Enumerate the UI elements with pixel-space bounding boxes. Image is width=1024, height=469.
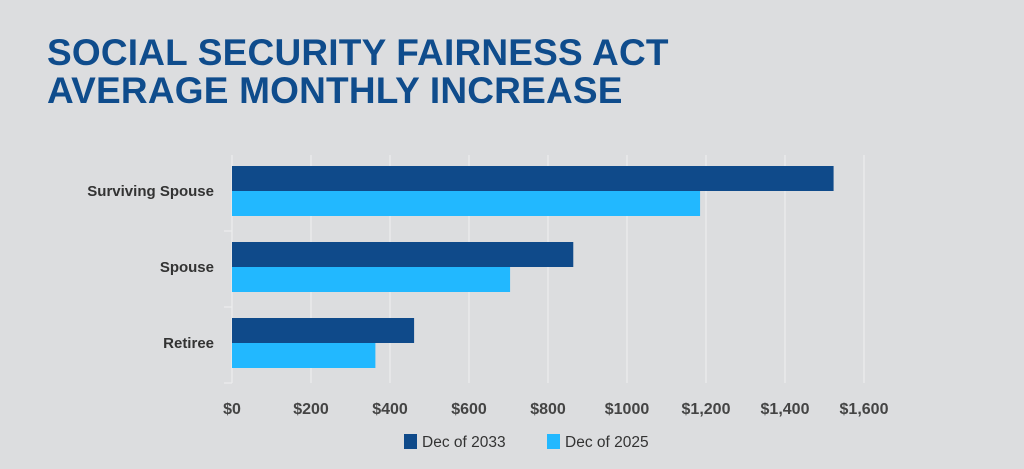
title-line-2: AVERAGE MONTHLY INCREASE: [47, 70, 623, 111]
x-tick-label: $200: [293, 401, 329, 418]
x-tick-label: $800: [530, 401, 566, 418]
bar-dec-of-2033: [232, 318, 415, 343]
chart-title: SOCIAL SECURITY FAIRNESS ACT AVERAGE MON…: [47, 34, 669, 110]
bar-dec-of-2025: [232, 267, 511, 292]
x-tick-label: $400: [372, 401, 408, 418]
title-line-1: SOCIAL SECURITY FAIRNESS ACT: [47, 32, 669, 73]
x-tick-label: $1,400: [761, 401, 810, 418]
legend-label: Dec of 2033: [422, 434, 506, 451]
x-tick-label: $1,600: [840, 401, 889, 418]
x-tick-label: $0: [223, 401, 241, 418]
legend-swatch: [404, 434, 417, 449]
category-label: Surviving Spouse: [87, 183, 214, 200]
legend-label: Dec of 2025: [565, 434, 649, 451]
bar-dec-of-2033: [232, 242, 574, 267]
bar-dec-of-2025: [232, 191, 701, 216]
bar-dec-of-2033: [232, 166, 834, 191]
bar-dec-of-2025: [232, 343, 376, 368]
x-tick-label: $600: [451, 401, 487, 418]
legend-swatch: [547, 434, 560, 449]
x-tick-label: $1000: [605, 401, 650, 418]
x-tick-label: $1,200: [682, 401, 731, 418]
category-label: Spouse: [160, 259, 214, 276]
category-label: Retiree: [163, 335, 214, 352]
